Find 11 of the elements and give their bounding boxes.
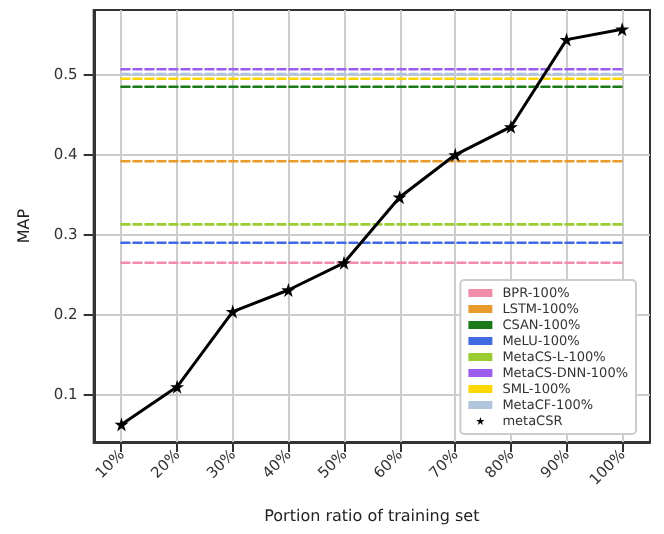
point bbox=[337, 255, 352, 270]
point bbox=[281, 283, 296, 297]
point bbox=[114, 417, 129, 432]
point bbox=[503, 119, 518, 134]
point bbox=[170, 379, 185, 394]
point bbox=[615, 22, 630, 37]
x-axis-title: Portion ratio of training set bbox=[264, 507, 480, 525]
y-axis-title: MAP bbox=[15, 208, 33, 244]
point bbox=[225, 304, 240, 319]
point bbox=[448, 147, 463, 162]
point bbox=[392, 190, 407, 205]
